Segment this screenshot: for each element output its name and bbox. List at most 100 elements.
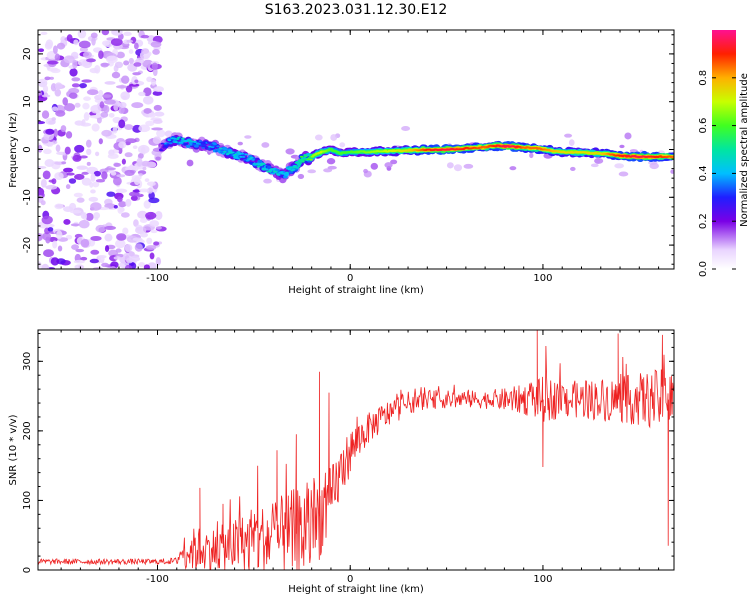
trace-cell bbox=[256, 165, 261, 168]
snr-xlabel: Height of straight line (km) bbox=[288, 584, 424, 595]
noise-blob bbox=[108, 112, 115, 118]
noise-blob bbox=[113, 205, 118, 209]
faint-blob bbox=[453, 164, 463, 172]
noise-blob bbox=[99, 101, 105, 109]
noise-blob bbox=[71, 83, 80, 88]
noise-blob bbox=[120, 212, 130, 218]
trace-cell bbox=[190, 140, 195, 143]
noise-blob bbox=[68, 92, 78, 99]
noise-blob bbox=[125, 198, 132, 207]
noise-blob bbox=[79, 155, 88, 159]
trace-cell bbox=[231, 151, 235, 154]
noise-blob bbox=[71, 77, 81, 82]
x-tick-label: 100 bbox=[533, 273, 552, 284]
noise-blob bbox=[132, 189, 141, 193]
noise-blob bbox=[38, 144, 43, 153]
noise-blob bbox=[86, 89, 99, 96]
noise-blob bbox=[38, 48, 45, 53]
trace-cell bbox=[209, 143, 214, 146]
trace-cell bbox=[213, 143, 218, 146]
noise-blob bbox=[151, 127, 163, 131]
noise-blob bbox=[141, 160, 151, 167]
noise-blob bbox=[126, 235, 138, 243]
noise-blob bbox=[133, 219, 139, 227]
faint-blob bbox=[314, 134, 323, 141]
trace-cell bbox=[174, 141, 178, 143]
noise-blob bbox=[98, 138, 103, 145]
noise-blob bbox=[68, 87, 80, 94]
noise-blob bbox=[125, 85, 133, 93]
noise-blob bbox=[130, 195, 138, 201]
noise-blob bbox=[97, 255, 107, 259]
noise-blob bbox=[54, 172, 64, 180]
trace-cell bbox=[293, 166, 297, 169]
noise-blob bbox=[62, 97, 68, 106]
noise-blob bbox=[78, 219, 90, 229]
noise-blob bbox=[122, 252, 130, 261]
noise-blob bbox=[80, 256, 88, 261]
noise-blob bbox=[54, 82, 63, 90]
noise-blob bbox=[55, 110, 66, 117]
noise-blob bbox=[134, 243, 143, 252]
faint-blob bbox=[307, 169, 317, 174]
noise-blob bbox=[104, 167, 116, 171]
x-tick-label: 0 bbox=[347, 574, 353, 585]
noise-blob bbox=[63, 167, 74, 173]
trace-cell bbox=[175, 138, 180, 140]
noise-blob bbox=[133, 176, 141, 186]
faint-blob bbox=[463, 163, 474, 169]
noise-blob bbox=[137, 210, 148, 219]
noise-blob bbox=[142, 166, 147, 171]
faint-blob bbox=[323, 168, 333, 173]
noise-blob bbox=[111, 71, 121, 79]
trace-cell bbox=[251, 158, 255, 161]
noise-blob bbox=[90, 235, 102, 241]
trace-cell bbox=[249, 156, 254, 159]
noise-blob bbox=[69, 209, 82, 214]
y-tick-label: -10 bbox=[22, 189, 33, 205]
noise-blob bbox=[79, 47, 89, 53]
faint-blob bbox=[564, 133, 573, 138]
noise-blob bbox=[46, 60, 59, 65]
noise-blob bbox=[47, 227, 54, 232]
noise-blob bbox=[132, 72, 141, 76]
noise-blob bbox=[110, 38, 123, 47]
noise-blob bbox=[143, 264, 150, 269]
noise-blob bbox=[152, 90, 163, 96]
noise-blob bbox=[93, 212, 101, 219]
noise-blob bbox=[101, 171, 108, 180]
noise-blob bbox=[115, 188, 128, 193]
noise-blob bbox=[89, 115, 101, 119]
noise-blob bbox=[73, 259, 85, 264]
noise-blob bbox=[83, 96, 91, 101]
noise-blob bbox=[90, 249, 100, 255]
noise-blob bbox=[113, 256, 122, 260]
noise-blob bbox=[143, 200, 151, 209]
noise-blob bbox=[102, 94, 112, 98]
y-tick-label: 0 bbox=[22, 567, 33, 573]
snr-ylabel: SNR (10 * v/v) bbox=[8, 414, 19, 485]
noise-blob bbox=[136, 157, 143, 167]
noise-blob bbox=[109, 266, 117, 269]
faint-blob bbox=[446, 162, 454, 169]
noise-blob bbox=[54, 53, 61, 61]
spectrogram-ylabel: Frequency (Hz) bbox=[8, 112, 19, 188]
noise-blob bbox=[71, 244, 80, 251]
noise-blob bbox=[116, 233, 127, 241]
noise-blob bbox=[140, 34, 150, 39]
noise-blob bbox=[81, 177, 92, 186]
colorbar-tick-label: 0.2 bbox=[698, 213, 709, 229]
trace-cell bbox=[194, 144, 199, 147]
noise-blob bbox=[107, 153, 119, 159]
faint-blob bbox=[390, 159, 398, 165]
noise-blob bbox=[45, 236, 51, 244]
noise-blob bbox=[113, 162, 121, 167]
noise-blob bbox=[122, 227, 129, 235]
noise-blob bbox=[42, 170, 51, 180]
trace-cell bbox=[191, 143, 196, 146]
noise-blob bbox=[66, 172, 75, 176]
noise-blob bbox=[150, 41, 162, 48]
noise-blob bbox=[81, 79, 93, 83]
noise-blob bbox=[76, 197, 85, 203]
